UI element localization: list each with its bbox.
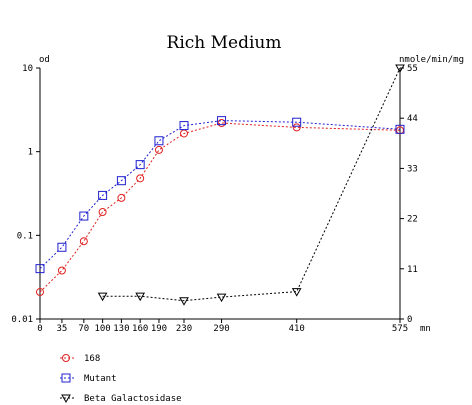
data-point bbox=[395, 64, 405, 74]
data-point bbox=[154, 145, 163, 154]
data-point bbox=[117, 193, 126, 202]
legend-label: Mutant bbox=[84, 374, 117, 384]
data-point bbox=[79, 211, 89, 221]
data-point bbox=[291, 288, 302, 297]
right-tick-label: 11 bbox=[407, 265, 418, 275]
data-point bbox=[154, 136, 164, 146]
legend-label: 168 bbox=[84, 354, 100, 364]
left-tick-label: 0.01 bbox=[11, 315, 33, 325]
x-tick-label: 190 bbox=[151, 324, 167, 334]
series-layer bbox=[35, 64, 405, 306]
series-triangle-down bbox=[97, 64, 405, 306]
x-tick-group: 0 35 70 100 130 160 190 230 290 410 575 bbox=[37, 319, 408, 334]
right-tick-label: 0 bbox=[407, 315, 412, 325]
right-tick-label: 55 bbox=[407, 64, 418, 74]
series-square bbox=[35, 116, 405, 274]
data-point bbox=[57, 266, 66, 275]
left-tick-label: 10 bbox=[22, 64, 33, 74]
series-line bbox=[39, 120, 401, 269]
legend: 168 Mutant Beta Galactosidase bbox=[60, 354, 182, 404]
x-tick-label: 100 bbox=[94, 324, 110, 334]
data-point bbox=[97, 292, 108, 302]
data-point bbox=[136, 174, 145, 183]
x-tick-label: 160 bbox=[132, 324, 148, 334]
legend-item: Beta Galactosidase bbox=[60, 394, 182, 404]
right-tick-label: 22 bbox=[407, 215, 418, 225]
data-point bbox=[116, 176, 126, 186]
x-tick-label: 0 bbox=[37, 324, 42, 334]
x-tick-label: 410 bbox=[289, 324, 305, 334]
right-tick-label: 33 bbox=[407, 164, 418, 174]
x-tick-label: 290 bbox=[213, 324, 229, 334]
legend-item: Mutant bbox=[60, 373, 117, 384]
x-tick-label: 230 bbox=[176, 324, 192, 334]
data-point bbox=[135, 160, 145, 170]
left-tick-label: 0.1 bbox=[17, 231, 33, 241]
data-point bbox=[217, 116, 227, 126]
data-point bbox=[98, 190, 108, 200]
left-tick-group: 10 1 0.1 0.01 bbox=[11, 64, 40, 325]
data-point bbox=[395, 124, 405, 134]
data-point bbox=[179, 297, 189, 306]
left-tick-label: 1 bbox=[28, 148, 33, 158]
data-point bbox=[216, 293, 227, 303]
data-point bbox=[57, 242, 67, 252]
chart-title: Rich Medium bbox=[167, 33, 282, 53]
legend-marker bbox=[61, 373, 71, 383]
x-tick-label: 35 bbox=[56, 324, 67, 334]
x-tick-label: 70 bbox=[78, 324, 89, 334]
right-tick-label: 44 bbox=[407, 114, 418, 124]
data-point bbox=[179, 121, 189, 131]
data-point bbox=[35, 264, 45, 274]
right-tick-group: 55 44 33 22 11 0 bbox=[400, 64, 418, 325]
legend-item: 168 bbox=[60, 354, 100, 364]
x-tick-label: 130 bbox=[113, 324, 129, 334]
data-point bbox=[98, 208, 107, 217]
data-point bbox=[79, 237, 88, 246]
legend-marker bbox=[61, 394, 71, 404]
data-point bbox=[36, 288, 44, 297]
legend-marker bbox=[62, 354, 70, 362]
data-point bbox=[135, 292, 146, 302]
data-point bbox=[292, 123, 301, 132]
data-point bbox=[292, 117, 302, 127]
left-axis-unit: od bbox=[39, 55, 50, 65]
right-axis-unit: nmole/min/mg bbox=[399, 55, 464, 65]
series-line bbox=[39, 122, 401, 293]
x-tick-label: 575 bbox=[392, 324, 408, 334]
series-line bbox=[102, 67, 401, 302]
legend-label: Beta Galactosidase bbox=[84, 394, 182, 404]
x-axis-unit: mn bbox=[420, 324, 431, 334]
